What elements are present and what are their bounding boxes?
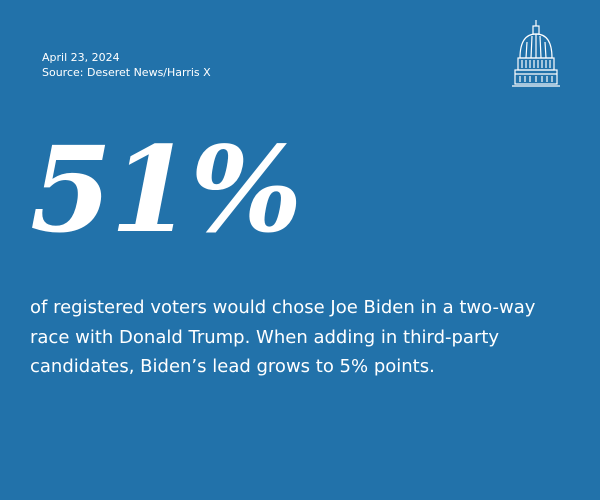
capitol-dome-icon [512,18,560,92]
stat-description: of registered voters would chose Joe Bid… [30,297,536,377]
date-label: April 23, 2024 [42,51,120,64]
headline-stat: 51% [30,120,302,259]
source-label: Source: Deseret News/Harris X [42,66,211,79]
meta-block: April 23, 2024 Source: Deseret News/Harr… [42,50,211,80]
